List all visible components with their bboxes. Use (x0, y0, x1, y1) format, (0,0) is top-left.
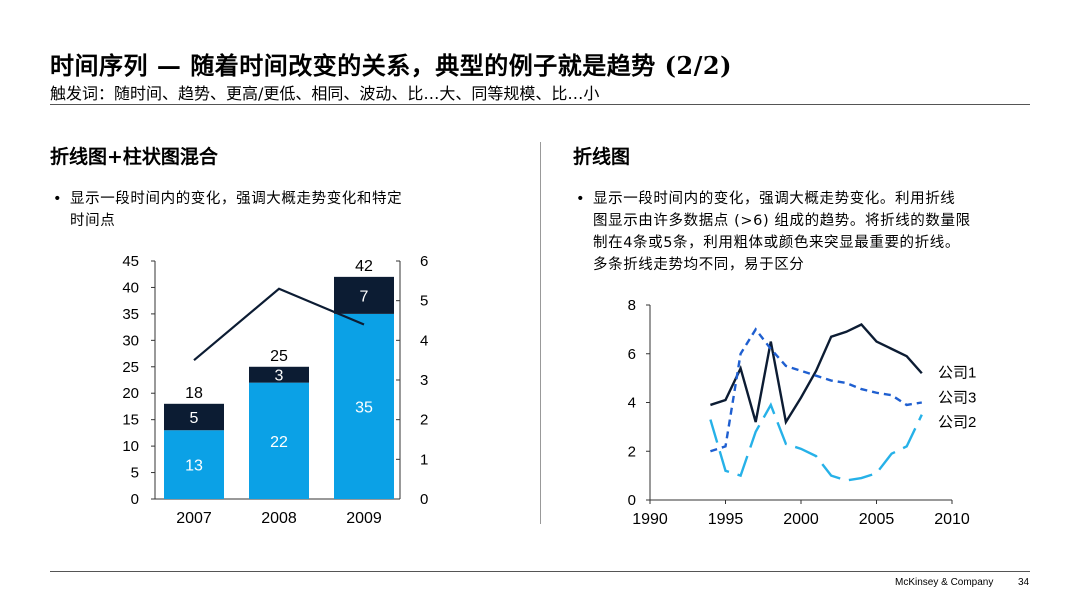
series-line-1 (710, 323, 923, 426)
secondary-y-tick-label: 0 (420, 491, 428, 508)
y-tick-label: 40 (122, 279, 139, 296)
bullet-dot-icon: • (576, 191, 586, 207)
combo-bar-line-chart: 0510152025303540450123456135182007223252… (122, 253, 428, 527)
bar-upper-value-label: 7 (360, 288, 369, 305)
y-tick-label: 30 (122, 332, 139, 349)
secondary-y-tick-label: 6 (420, 253, 428, 270)
bar-upper-segment (249, 366, 309, 383)
left-panel-bullet: • 显示一段时间内的变化，强调大概走势变化和特定 时间点 (53, 188, 490, 232)
secondary-y-tick-label: 5 (420, 293, 428, 310)
y-tick-label: 6 (628, 346, 636, 363)
series-label: 公司3 (938, 390, 976, 407)
x-tick-label: 1995 (708, 511, 744, 528)
x-tick-label: 2010 (934, 511, 970, 528)
y-tick-label: 25 (122, 359, 139, 376)
bar-lower-segment (164, 430, 224, 499)
secondary-y-tick-label: 3 (420, 372, 428, 389)
x-category-label: 2007 (176, 510, 212, 527)
y-tick-label: 8 (628, 297, 636, 314)
multi-line-chart: 0 2 4 6 8 1990 1995 2000 2005 2010 公司1 公司3 公司2 (628, 297, 977, 528)
bar-lower-value-label: 35 (355, 399, 373, 416)
footer-rule (50, 571, 1030, 572)
left-panel-title: 折线图+柱状图混合 (50, 146, 218, 168)
right-bullet-line-1: 显示一段时间内的变化，强调大概走势变化。利用折线 (593, 191, 956, 207)
bar-total-label: 25 (270, 348, 288, 365)
left-bullet-line-1: 显示一段时间内的变化，强调大概走势变化和特定 (70, 191, 403, 207)
y-tick-label: 0 (131, 491, 139, 508)
bar-lower-segment (334, 313, 394, 499)
bar-upper-value-label: 5 (190, 410, 199, 427)
right-bullet-line-2: 图显示由许多数据点 (>6) 组成的趋势。将折线的数量限 (593, 213, 971, 229)
bar-upper-value-label: 3 (275, 368, 284, 385)
panel-divider (540, 142, 541, 524)
secondary-y-tick-label: 1 (420, 451, 428, 468)
bar-total-label: 18 (185, 385, 203, 402)
y-tick-label: 5 (131, 465, 139, 482)
secondary-y-tick-label: 2 (420, 412, 428, 429)
y-tick-label: 15 (122, 412, 139, 429)
bar-lower-segment (249, 382, 309, 499)
page-title: 时间序列 — 随着时间改变的关系，典型的例子就是趋势 (2/2) (50, 51, 732, 80)
y-tick-label: 4 (628, 395, 636, 412)
series-label: 公司1 (938, 364, 976, 381)
bar-total-label: 42 (355, 258, 373, 275)
y-tick-label: 2 (628, 443, 636, 460)
right-bullet-line-3: 制在4条或5条，利用粗体或颜色来突显最重要的折线。 (593, 235, 960, 251)
x-category-label: 2008 (261, 510, 297, 527)
secondary-y-tick-label: 4 (420, 332, 428, 349)
y-tick-label: 10 (122, 438, 139, 455)
series-label: 公司2 (938, 414, 976, 431)
bar-upper-segment (334, 276, 394, 314)
left-bullet-line-2: 时间点 (70, 213, 116, 229)
right-panel-bullet: • 显示一段时间内的变化，强调大概走势变化。利用折线 图显示由许多数据点 (>6… (576, 188, 1043, 276)
bar-lower-value-label: 22 (270, 434, 288, 451)
footer-company: McKinsey & Company (895, 577, 994, 588)
x-tick-label: 2005 (859, 511, 895, 528)
bar-lower-value-label: 13 (185, 458, 203, 475)
page-number: 34 (1018, 577, 1030, 588)
series-line-3 (709, 402, 923, 482)
y-tick-label: 0 (628, 492, 636, 509)
series-line-2 (710, 327, 922, 453)
x-category-label: 2009 (346, 510, 382, 527)
bullet-dot-icon: • (53, 191, 63, 207)
y-tick-label: 45 (122, 253, 139, 270)
header-rule (50, 104, 1030, 105)
y-tick-label: 35 (122, 306, 139, 323)
x-tick-label: 2000 (783, 511, 819, 528)
bar-upper-segment (164, 403, 224, 431)
trend-line (193, 287, 365, 362)
right-panel-title: 折线图 (573, 146, 631, 168)
right-bullet-line-4: 多条折线走势均不同，易于区分 (593, 257, 805, 273)
y-tick-label: 20 (122, 385, 139, 402)
x-tick-label: 1990 (632, 511, 668, 528)
trigger-words: 触发词：随时间、趋势、更高/更低、相同、波动、比…大、同等规模、比…小 (50, 84, 600, 103)
